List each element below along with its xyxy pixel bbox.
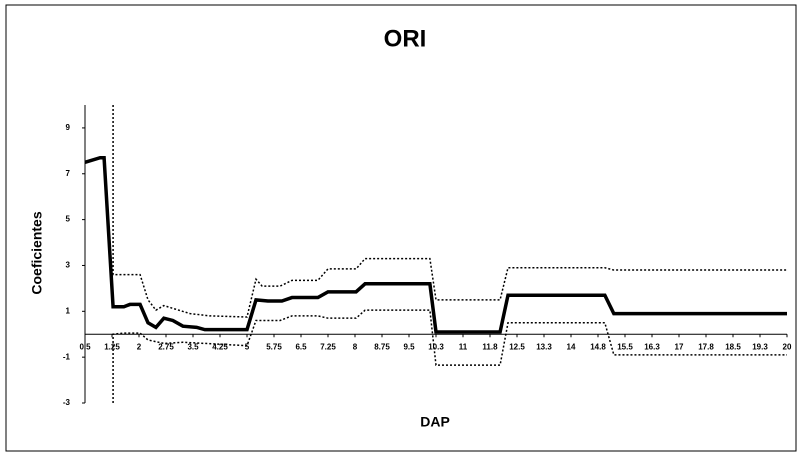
x-tick-label: 5 xyxy=(245,342,250,351)
x-tick-label: 2 xyxy=(137,342,142,351)
x-tick-label: 18.5 xyxy=(725,342,741,351)
x-tick-label: 11 xyxy=(459,342,468,351)
y-tick-label: 1 xyxy=(66,306,71,315)
x-tick-label: 16.3 xyxy=(644,342,660,351)
x-tick-label: 6.5 xyxy=(295,342,307,351)
x-tick-label: 0.5 xyxy=(79,342,91,351)
x-tick-label: 8 xyxy=(353,342,358,351)
y-tick-label: 3 xyxy=(66,261,71,270)
x-tick-label: 3.5 xyxy=(187,342,199,351)
series-line xyxy=(112,105,787,318)
x-tick-label: 15.5 xyxy=(617,342,633,351)
x-tick-label: 17.8 xyxy=(698,342,714,351)
x-tick-label: 13.3 xyxy=(536,342,552,351)
x-tick-label: 19.3 xyxy=(752,342,768,351)
x-tick-label: 12.5 xyxy=(509,342,525,351)
series-line xyxy=(84,155,787,334)
x-tick-label: 14 xyxy=(567,342,576,351)
x-axis-label: DAP xyxy=(420,414,450,430)
x-tick-label: 5.75 xyxy=(266,342,282,351)
y-axis-label: Coeficientes xyxy=(29,211,45,294)
y-tick-label: 5 xyxy=(66,215,71,224)
chart-title: ORI xyxy=(384,25,427,52)
x-tick-label: 14.8 xyxy=(590,342,606,351)
x-tick-label: 17 xyxy=(675,342,684,351)
x-tick-label: 2.75 xyxy=(158,342,174,351)
y-tick-label: 7 xyxy=(66,169,71,178)
x-tick-label: 7.25 xyxy=(320,342,336,351)
x-tick-label: 20 xyxy=(783,342,792,351)
x-tick-label: 10.3 xyxy=(428,342,444,351)
x-tick-label: 4.25 xyxy=(212,342,228,351)
x-tick-label: 1.25 xyxy=(104,342,120,351)
series-line xyxy=(112,309,787,403)
y-tick-label: 9 xyxy=(66,123,71,132)
y-tick-label: -1 xyxy=(63,352,71,361)
x-tick-label: 9.5 xyxy=(403,342,415,351)
x-tick-label: 11.8 xyxy=(482,342,498,351)
x-tick-label: 8.75 xyxy=(374,342,390,351)
chart-frame xyxy=(5,4,797,452)
y-tick-label: -3 xyxy=(63,398,71,407)
